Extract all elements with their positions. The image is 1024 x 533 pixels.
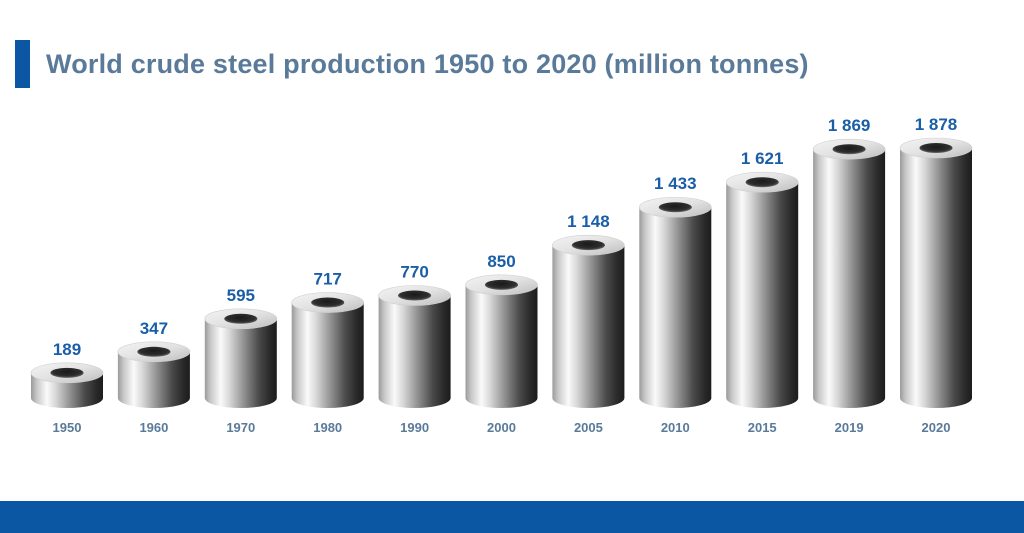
x-tick-label: 1980	[313, 420, 342, 435]
bar-body	[117, 351, 190, 408]
data-label: 717	[314, 270, 342, 289]
bar-1990: 770 1990	[378, 262, 451, 435]
x-tick-label: 2000	[487, 420, 516, 435]
bar-1960: 347 1960	[117, 319, 191, 435]
x-tick-label: 2020	[922, 420, 951, 435]
data-label: 1 621	[741, 149, 784, 168]
x-tick-label: 1990	[400, 420, 429, 435]
x-tick-label: 1970	[226, 420, 255, 435]
bar-body	[204, 318, 277, 408]
bar-hole	[919, 143, 953, 153]
x-tick-label: 2010	[661, 420, 690, 435]
bar-hole	[658, 202, 692, 213]
data-label: 850	[487, 252, 515, 271]
bar-1980: 717 1980	[291, 270, 365, 435]
bar-body	[291, 302, 364, 408]
data-label: 595	[227, 286, 255, 305]
bar-body	[726, 182, 799, 408]
bar-body	[639, 207, 712, 408]
bar-body	[552, 245, 625, 408]
chart-title: World crude steel production 1950 to 202…	[46, 48, 809, 79]
bar-hole	[571, 240, 605, 251]
bar-2010: 1 433 2010	[638, 174, 712, 435]
bar-hole	[745, 177, 779, 188]
bar-2005: 1 148 2005	[552, 212, 625, 435]
bar-hole	[484, 279, 519, 290]
x-tick-label: 1960	[139, 420, 168, 435]
bar-2019: 1 869 2019	[812, 116, 886, 435]
bar-1950: 189 1950	[30, 340, 104, 435]
bar-2015: 1 621 2015	[725, 149, 799, 435]
bar-hole	[137, 346, 171, 357]
x-tick-label: 2019	[835, 420, 864, 435]
bar-hole	[311, 297, 345, 308]
bar-1970: 595 1970	[204, 286, 278, 435]
chart-title-block: World crude steel production 1950 to 202…	[15, 40, 809, 88]
bar-2000: 850 2000	[465, 252, 538, 435]
bar-hole	[50, 367, 84, 378]
data-label: 1 148	[567, 212, 610, 231]
data-label: 770	[400, 262, 428, 281]
x-tick-label: 2005	[574, 420, 603, 435]
bar-body	[465, 284, 538, 408]
x-tick-label: 1950	[53, 420, 82, 435]
bar-hole	[832, 144, 866, 155]
bar-body	[900, 148, 972, 408]
bar-body	[813, 149, 886, 408]
data-label: 1 869	[828, 116, 871, 135]
footer-band	[0, 501, 1024, 533]
bar-2020: 1 878 2020	[899, 115, 973, 435]
data-label: 189	[53, 340, 81, 359]
bar-hole	[398, 290, 432, 301]
bar-body	[378, 295, 451, 408]
bar-hole	[224, 313, 258, 324]
bar-group: 189 1950 347 1960 595 1970 717 1980 770 1990 850 20…	[30, 115, 973, 435]
data-label: 1 878	[915, 115, 958, 134]
x-tick-label: 2015	[748, 420, 777, 435]
data-label: 347	[140, 319, 168, 338]
title-accent-bar	[15, 40, 30, 88]
data-label: 1 433	[654, 174, 697, 193]
